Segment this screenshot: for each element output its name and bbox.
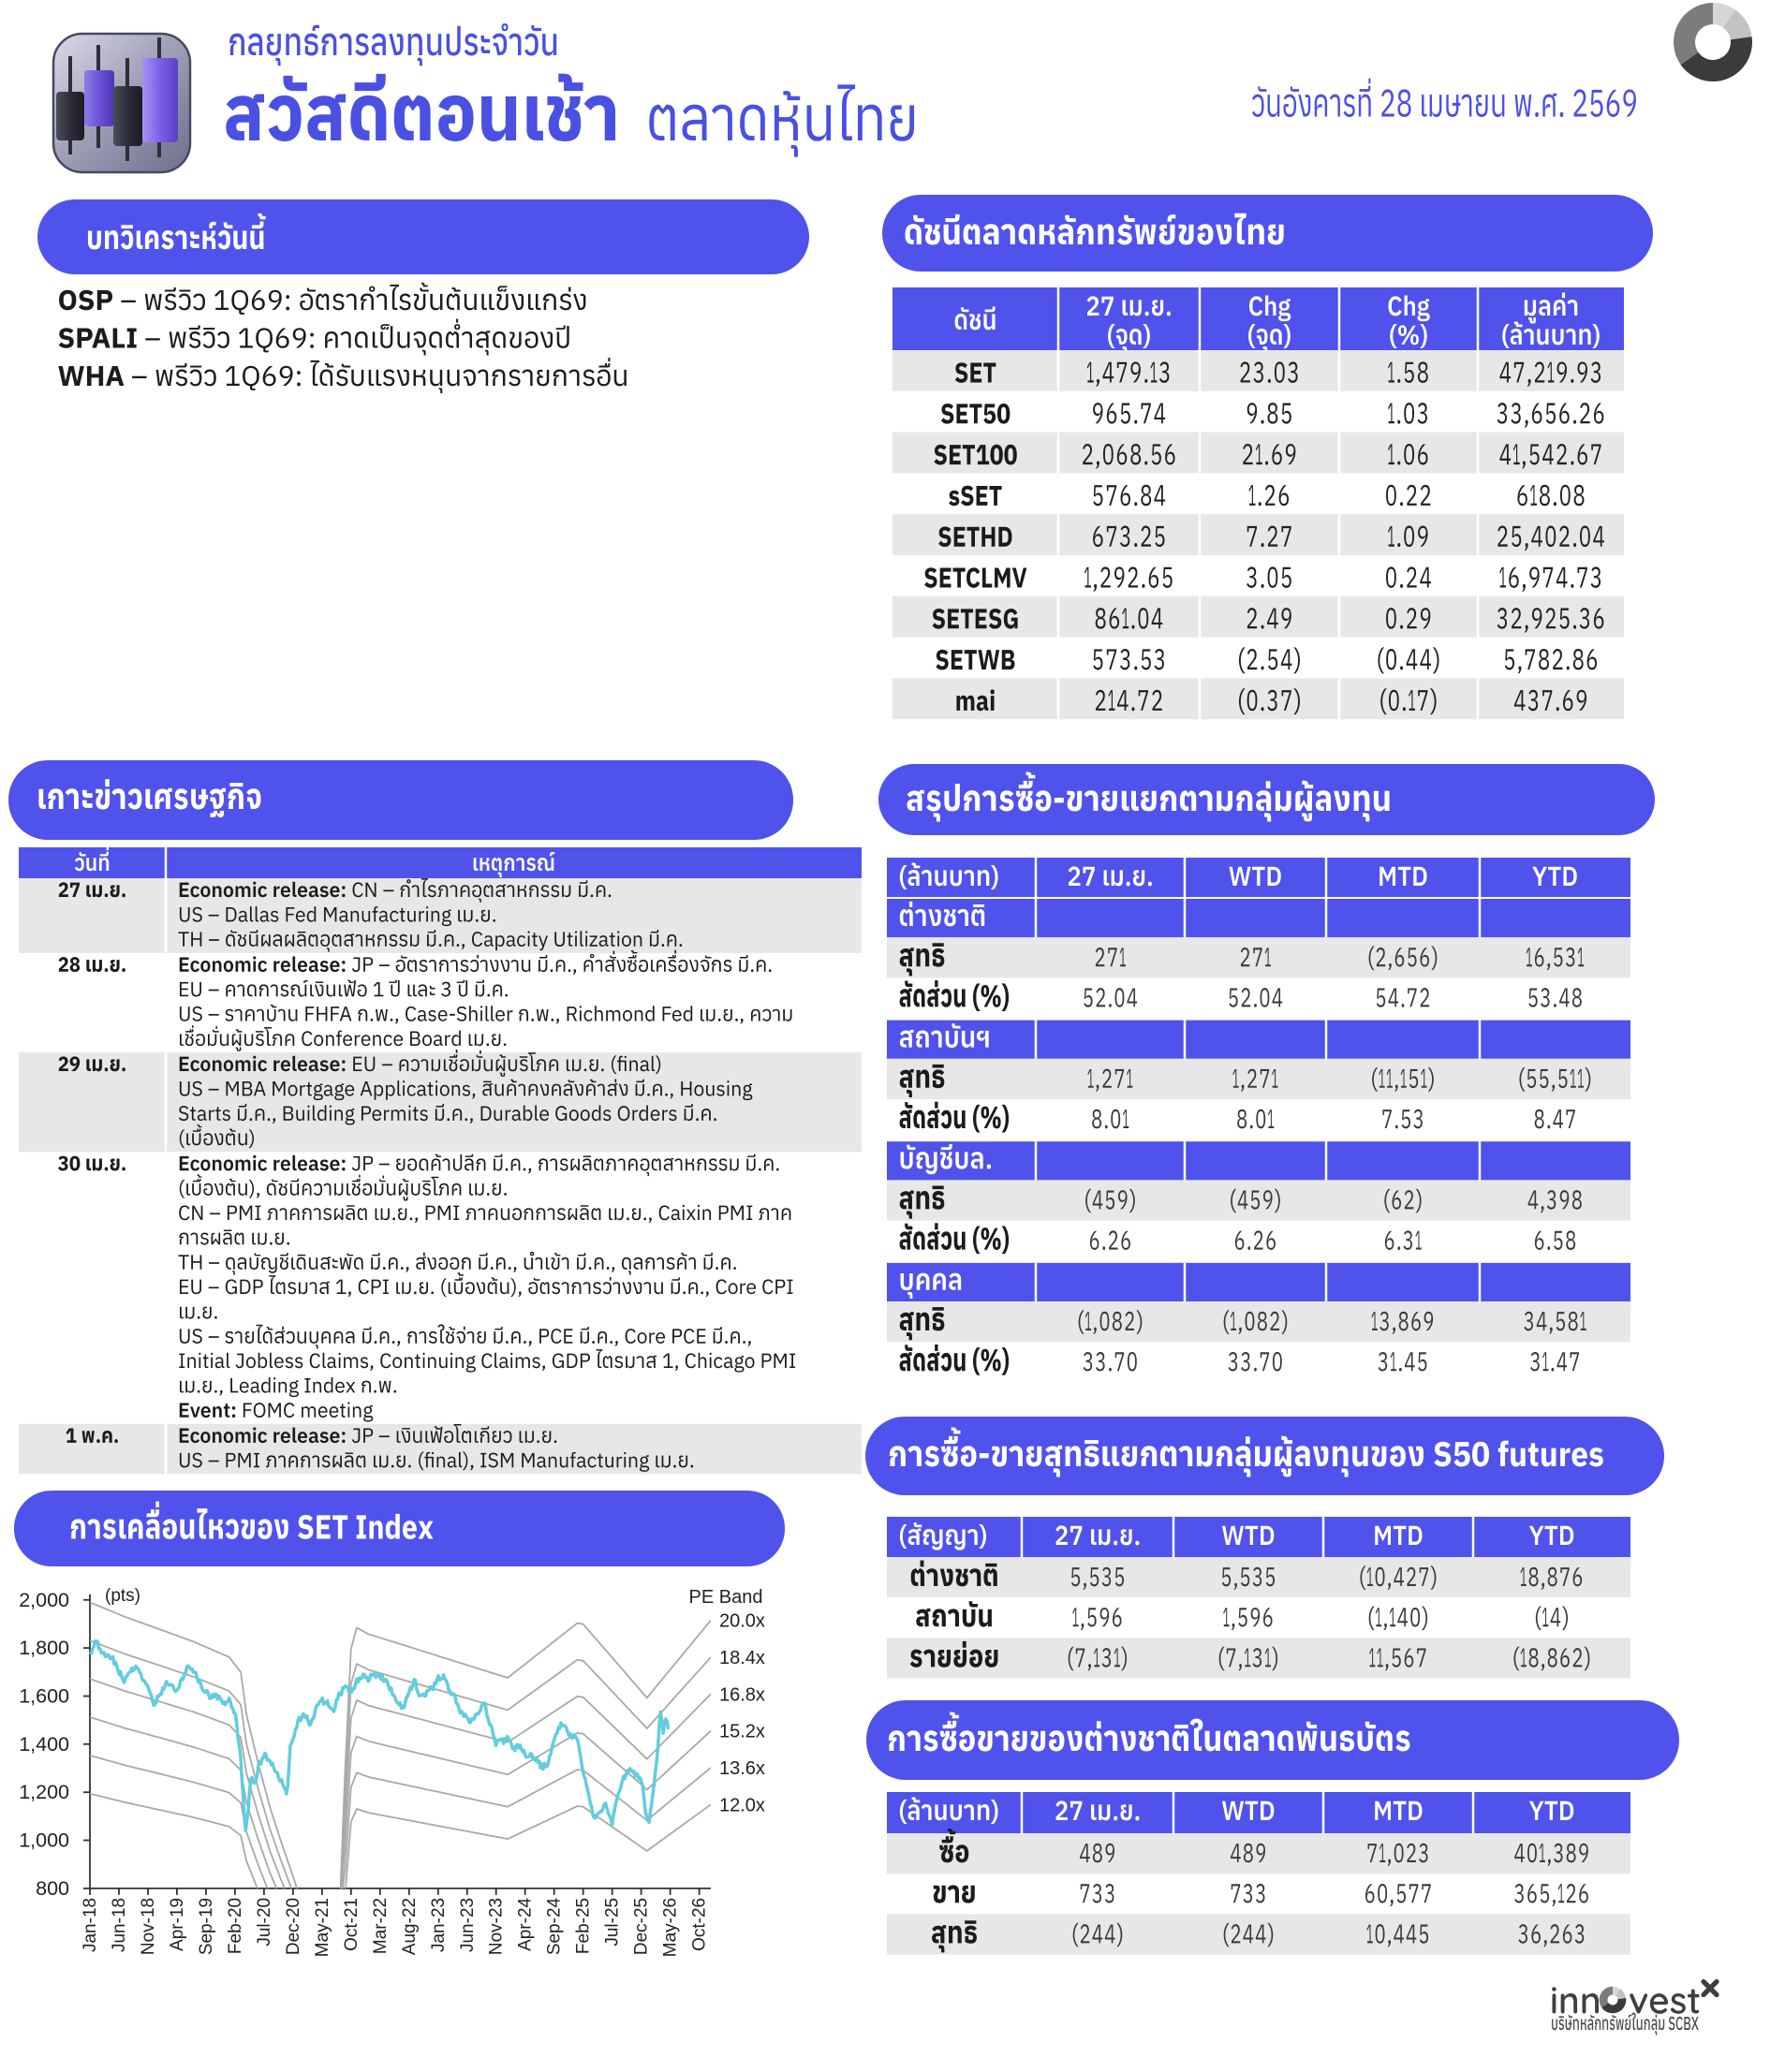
svg-text:Feb-25: Feb-25: [574, 1898, 594, 1954]
svg-text:May-26: May-26: [661, 1898, 681, 1957]
svg-text:Jan-23: Jan-23: [429, 1898, 449, 1952]
svg-text:Dec-20: Dec-20: [284, 1898, 303, 1955]
svg-text:12.0x: 12.0x: [719, 1795, 765, 1815]
svg-text:Dec-25: Dec-25: [632, 1898, 652, 1955]
svg-text:13.6x: 13.6x: [719, 1758, 765, 1779]
svg-text:20.0x: 20.0x: [719, 1611, 765, 1632]
svg-text:16.8x: 16.8x: [719, 1684, 765, 1705]
svg-text:PE Band: PE Band: [689, 1587, 763, 1608]
svg-text:Feb-20: Feb-20: [226, 1898, 245, 1954]
svg-text:2,000: 2,000: [19, 1589, 69, 1611]
svg-text:1,000: 1,000: [19, 1830, 69, 1852]
svg-text:Apr-24: Apr-24: [516, 1897, 536, 1950]
svg-text:Jun-23: Jun-23: [458, 1898, 478, 1952]
svg-text:May-21: May-21: [313, 1898, 332, 1957]
svg-text:15.2x: 15.2x: [719, 1722, 765, 1742]
svg-text:Sep-24: Sep-24: [545, 1897, 565, 1955]
svg-text:1,400: 1,400: [19, 1733, 69, 1756]
svg-text:(pts): (pts): [105, 1586, 140, 1606]
svg-text:1,800: 1,800: [19, 1637, 69, 1659]
svg-text:Mar-22: Mar-22: [371, 1898, 391, 1954]
svg-text:Jul-25: Jul-25: [603, 1898, 623, 1947]
svg-text:800: 800: [36, 1877, 69, 1900]
svg-text:Oct-21: Oct-21: [342, 1898, 361, 1951]
svg-text:Jun-18: Jun-18: [110, 1898, 129, 1952]
svg-text:Nov-18: Nov-18: [139, 1898, 158, 1955]
svg-text:Nov-23: Nov-23: [487, 1898, 507, 1955]
svg-text:Oct-26: Oct-26: [690, 1898, 710, 1951]
svg-text:Apr-19: Apr-19: [168, 1898, 187, 1951]
svg-text:1,600: 1,600: [19, 1685, 69, 1708]
svg-text:Jul-20: Jul-20: [255, 1898, 274, 1947]
svg-text:Aug-22: Aug-22: [400, 1898, 420, 1955]
svg-text:Jan-18: Jan-18: [81, 1898, 100, 1952]
svg-text:Sep-19: Sep-19: [197, 1898, 216, 1955]
svg-text:18.4x: 18.4x: [719, 1648, 765, 1668]
svg-text:1,200: 1,200: [19, 1781, 69, 1803]
